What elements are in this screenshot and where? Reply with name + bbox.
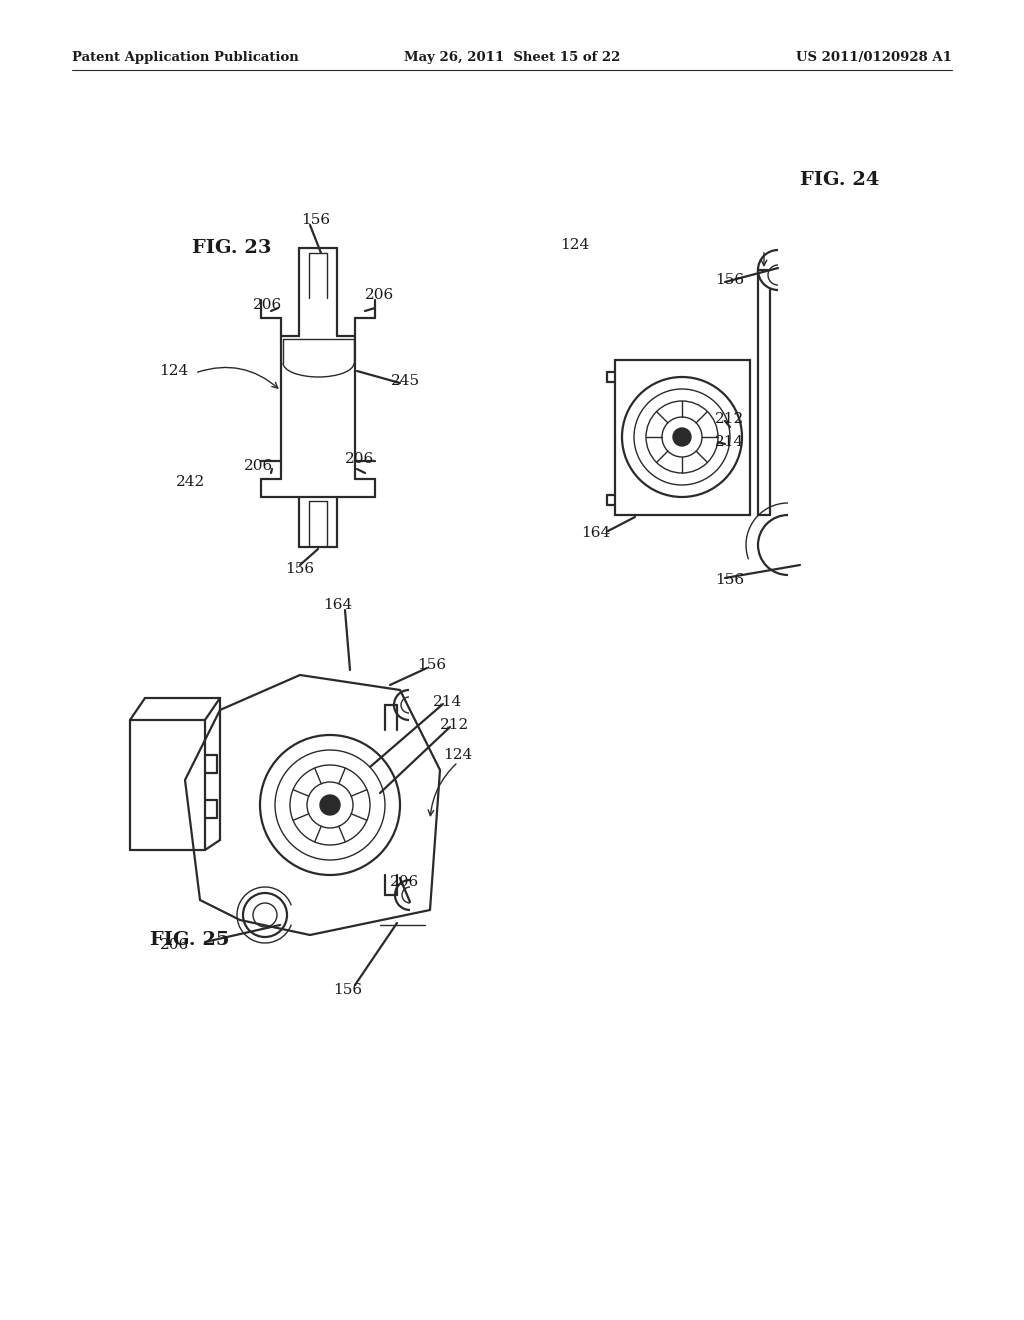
Circle shape <box>319 795 340 814</box>
Text: 212: 212 <box>716 412 744 426</box>
Text: 156: 156 <box>301 213 331 227</box>
Text: 124: 124 <box>159 364 188 378</box>
Text: 164: 164 <box>582 525 610 540</box>
Text: 156: 156 <box>418 657 446 672</box>
Text: FIG. 23: FIG. 23 <box>193 239 271 257</box>
Text: 164: 164 <box>324 598 352 612</box>
Text: 214: 214 <box>716 436 744 449</box>
Text: 242: 242 <box>176 475 205 488</box>
Text: 206: 206 <box>245 459 273 473</box>
Text: FIG. 24: FIG. 24 <box>800 172 880 189</box>
Text: 124: 124 <box>560 238 590 252</box>
Text: 124: 124 <box>443 748 473 762</box>
Text: 214: 214 <box>433 696 463 709</box>
Text: 206: 206 <box>390 875 420 888</box>
Text: 206: 206 <box>253 298 283 312</box>
Text: 245: 245 <box>391 374 421 388</box>
Text: 206: 206 <box>345 451 375 466</box>
Text: 156: 156 <box>286 562 314 576</box>
Text: 156: 156 <box>334 983 362 997</box>
Text: May 26, 2011  Sheet 15 of 22: May 26, 2011 Sheet 15 of 22 <box>403 50 621 63</box>
Text: FIG. 25: FIG. 25 <box>150 931 229 949</box>
Text: US 2011/0120928 A1: US 2011/0120928 A1 <box>796 50 952 63</box>
Text: 206: 206 <box>366 288 394 302</box>
Text: 212: 212 <box>440 718 470 733</box>
Text: 206: 206 <box>161 939 189 952</box>
Text: 156: 156 <box>716 273 744 286</box>
Text: Patent Application Publication: Patent Application Publication <box>72 50 299 63</box>
Text: 156: 156 <box>716 573 744 587</box>
Circle shape <box>673 428 691 446</box>
